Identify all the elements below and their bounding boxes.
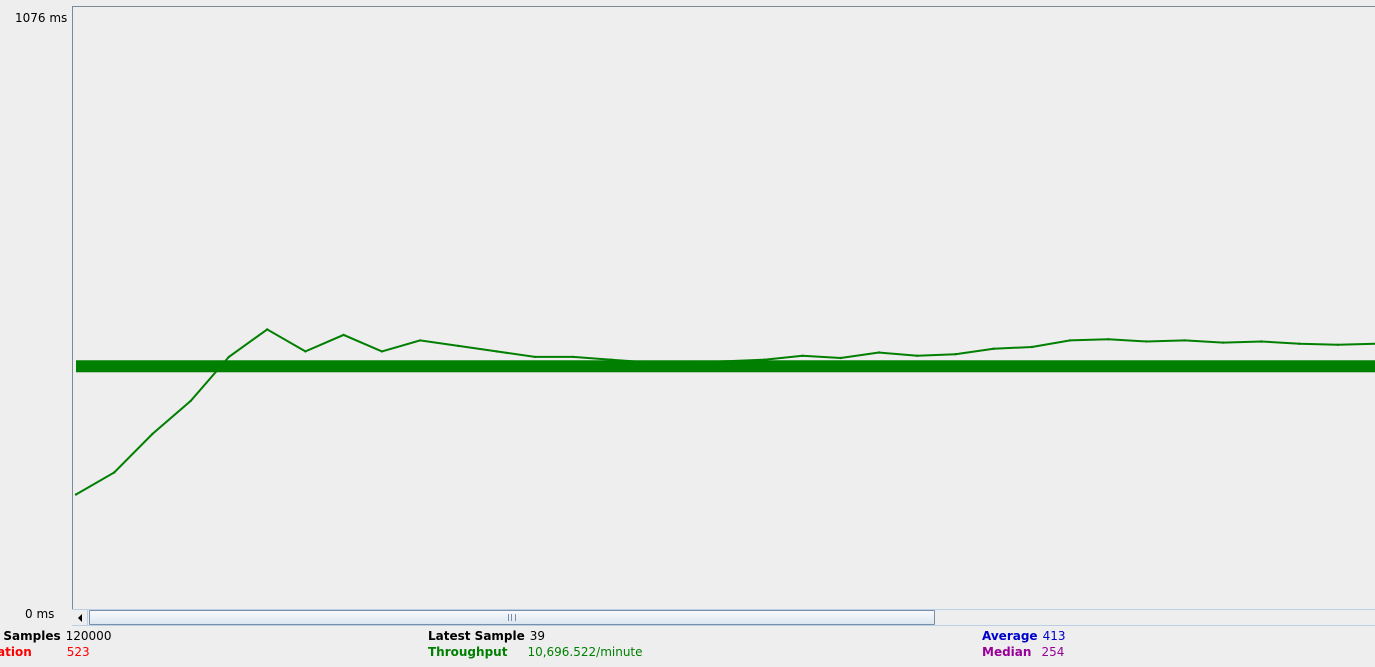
data-point [113,471,116,474]
data-point [1260,340,1263,343]
deviation-label: ation [0,645,32,659]
scroll-left-arrow-icon[interactable] [72,610,88,625]
series-line-0 [75,328,1375,496]
data-point [189,399,192,403]
data-point [916,354,919,357]
data-point [342,333,345,337]
average-label: Average [982,629,1038,643]
data-point [1145,340,1148,343]
data-point [457,344,460,348]
samples-stat: f Samples 120000 [0,629,111,643]
deviation-value: 523 [66,645,90,659]
data-point [839,356,842,360]
average-value: 413 [1042,629,1066,643]
data-point [610,358,613,361]
data-point [151,432,154,436]
throughput-label: Throughput [428,645,508,659]
data-point [1336,343,1340,346]
data-point [954,353,957,356]
median-label: Median [982,645,1032,659]
data-point [418,339,422,342]
data-point [1298,342,1301,345]
data-point [686,361,689,364]
latest-sample-stat: Latest Sample 39 [428,629,545,643]
data-point [1030,345,1034,349]
data-point [1068,339,1072,342]
median-stat: Median 254 [982,645,1064,659]
throughput-value: 10,696.522/minute [527,645,643,659]
throughput-stat: Throughput 10,696.522/minute [428,645,643,659]
data-point [877,351,881,354]
data-point [801,354,804,357]
samples-value: 120000 [65,629,112,643]
y-axis-max-label: 1076 ms [15,11,68,25]
data-point [992,347,995,350]
graph-panel: 1076 ms 0 ms [15,6,1375,626]
data-point [763,358,766,361]
data-point [1183,339,1187,342]
sample-band [76,360,1375,373]
data-point [495,350,498,353]
data-point [571,355,575,359]
data-point [533,355,536,359]
y-axis-min-label: 0 ms [25,607,55,621]
scroll-grip-icon [508,614,516,621]
data-point [380,350,384,353]
data-point [648,361,651,364]
samples-label: f Samples [0,629,61,643]
scroll-thumb[interactable] [89,610,935,625]
horizontal-scrollbar[interactable] [72,609,1375,626]
data-point [227,355,231,359]
graph-plot [74,328,1375,496]
average-stat: Average 413 [982,629,1065,643]
data-point [724,360,728,363]
latest-sample-value: 39 [529,629,546,643]
data-point [266,328,269,331]
deviation-stat: ation 523 [0,645,90,659]
data-point [1221,341,1225,344]
median-value: 254 [1041,645,1065,659]
stats-bar: f Samples 120000 ation 523 Latest Sample 39… [0,627,1375,667]
graph-area [72,6,1375,609]
data-point [74,493,78,496]
latest-sample-label: Latest Sample [428,629,525,643]
data-point [304,350,307,353]
data-point [1107,338,1110,341]
